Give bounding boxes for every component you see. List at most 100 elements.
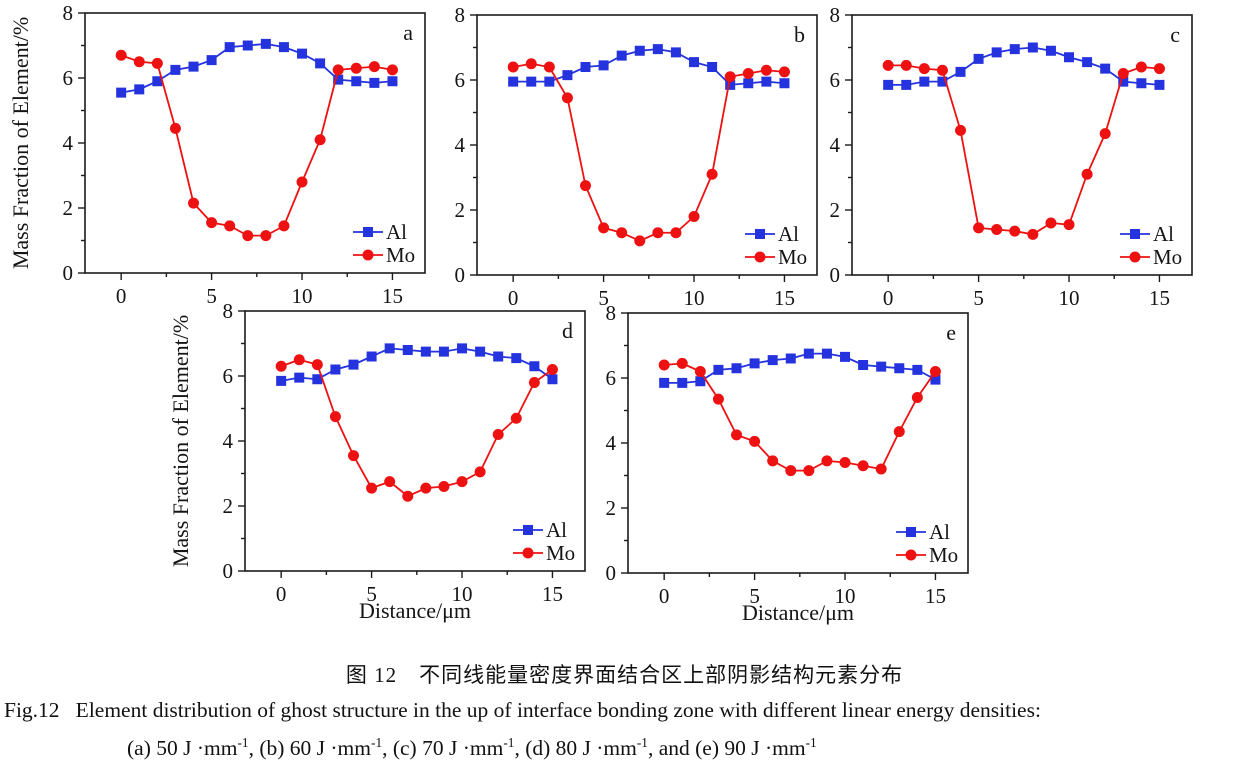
x-tick-label: 15 [774,286,795,310]
y-tick-label: 0 [455,263,466,287]
legend-label-Al: Al [929,520,950,544]
legend-label-Al: Al [386,220,407,244]
x-tick-label: 0 [883,286,894,310]
chart-panel-e: 0 2 4 6 8 0 5 10 15 Al Mo e Distance/μm [523,301,983,631]
axis-ticks [78,12,394,280]
panel-letter-d: d [562,318,573,343]
x-tick-label: 10 [835,584,856,608]
series-line-Al [513,48,785,86]
series-line-Al [281,347,553,382]
y-tick-label: 4 [63,131,74,155]
x-tick-label: 10 [452,582,473,606]
x-tick-label: 15 [542,582,563,606]
series-markers-Mo [115,49,398,242]
x-tick-label: 10 [292,284,313,308]
x-tick-label: 10 [684,286,705,310]
axis-ticks [845,14,1161,282]
series-markers-Al [883,42,1165,90]
x-tick-label: 10 [1059,286,1080,310]
legend-label-Mo: Mo [778,245,807,269]
legend-label-Mo: Mo [546,541,575,565]
series-line-Mo [513,62,785,242]
series-markers-Al [659,348,941,388]
series-line-Mo [888,64,1160,236]
y-tick-label: 6 [223,364,234,388]
x-tick-label: 0 [276,582,287,606]
x-tick-label: 0 [508,286,519,310]
x-tick-label: 5 [973,286,984,310]
axis-ticks [621,312,937,580]
series-markers-Mo [658,357,941,477]
legend-label-Mo: Mo [929,543,958,567]
y-tick-label: 6 [455,68,466,92]
x-tick-label: 5 [366,582,377,606]
y-tick-label: 4 [223,429,234,453]
y-tick-label: 8 [455,3,466,27]
chart-panel-b: 0 2 4 6 8 0 5 10 15 Al Mo b [372,3,832,333]
y-tick-label: 4 [606,431,617,455]
series-line-Al [888,46,1160,86]
series-markers-Mo [275,354,558,502]
y-axis-title: Mass Fraction of Element/% [8,17,33,269]
series-line-Mo [120,54,393,237]
x-axis-title: Distance/μm [359,598,471,623]
plot-frame [851,14,1193,276]
figure-caption-en-line2: (a) 50 J ·mm-1, (b) 60 J ·mm-1, (c) 70 J… [127,735,817,761]
series-markers-Al [276,343,558,386]
series-line-Mo [280,358,553,498]
y-tick-label: 4 [455,133,466,157]
y-tick-label: 0 [223,559,234,583]
x-tick-label: 0 [659,584,670,608]
y-tick-label: 8 [223,299,234,323]
panel-letter-e: e [946,320,956,345]
x-axis-title: Distance/μm [742,600,854,625]
series-markers-Al [116,38,398,98]
y-tick-label: 2 [223,494,234,518]
y-tick-label: 8 [606,301,617,325]
legend-label-Al: Al [778,222,799,246]
plot-frame [476,14,818,276]
legend-label-Mo: Mo [1153,245,1182,269]
panel-letter-c: c [1170,22,1180,47]
figure-caption-en-line1: Fig.12 Element distribution of ghost str… [4,698,1041,722]
y-tick-label: 0 [63,261,74,285]
y-tick-label: 2 [455,198,466,222]
x-tick-label: 15 [382,284,403,308]
x-tick-label: 5 [598,286,609,310]
y-tick-label: 8 [63,1,74,25]
legend-label-Al: Al [1153,222,1174,246]
series-markers-Mo [507,58,790,247]
legend-label-Al: Al [546,518,567,542]
series-line-Mo [664,362,937,472]
x-tick-label: 5 [749,584,760,608]
y-tick-label: 2 [830,198,841,222]
series-markers-Al [508,44,790,90]
y-tick-label: 6 [63,66,74,90]
series-markers-Mo [882,59,1165,240]
y-tick-label: 0 [606,561,617,585]
y-tick-label: 2 [606,496,617,520]
chart-panel-c: 0 2 4 6 8 0 5 10 15 Al Mo c [747,3,1207,333]
series-line-Al [121,42,393,94]
x-tick-label: 15 [925,584,946,608]
y-tick-label: 4 [830,133,841,157]
y-tick-label: 6 [830,68,841,92]
plot-frame [627,312,969,574]
x-tick-label: 5 [206,284,217,308]
y-tick-label: 2 [63,196,74,220]
y-tick-label: 0 [830,263,841,287]
panel-letter-a: a [403,20,413,45]
series-line-Al [664,352,936,384]
figure-caption-zh: 图 12 不同线能量密度界面结合区上部阴影结构元素分布 [345,663,904,687]
x-tick-label: 0 [116,284,127,308]
x-tick-label: 15 [1149,286,1170,310]
